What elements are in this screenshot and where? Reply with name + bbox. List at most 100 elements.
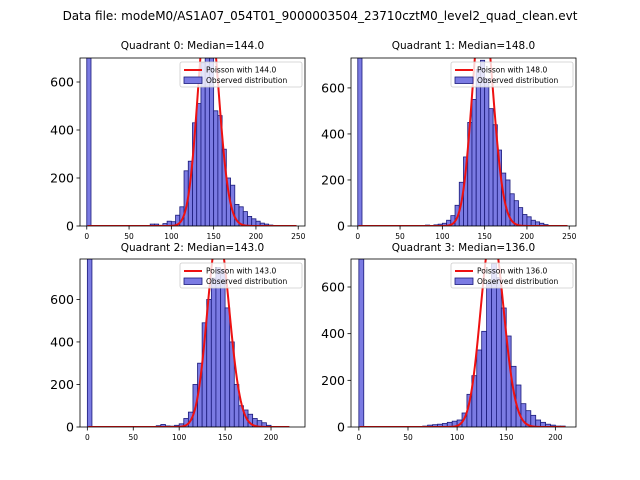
- legend-label-poisson: Poisson with 144.0: [206, 66, 276, 75]
- y-tick-label: 0: [66, 219, 74, 234]
- x-tick-label: 150: [477, 232, 492, 241]
- x-tick-label: 100: [164, 232, 179, 241]
- y-tick-label: 0: [337, 420, 345, 435]
- y-tick-label: 400: [50, 123, 74, 138]
- x-tick-label: 0: [84, 232, 89, 241]
- histogram-bar: [220, 269, 226, 427]
- plot-area: [357, 58, 568, 226]
- legend-bar-swatch: [454, 76, 474, 84]
- histogram-bar: [476, 349, 483, 427]
- y-tick-label: 400: [321, 126, 345, 141]
- legend-box: [450, 61, 574, 88]
- histogram-bar: [215, 267, 221, 427]
- histogram-bar: [86, 58, 92, 226]
- legend-label-observed: Observed distribution: [477, 76, 558, 85]
- legend-label-poisson: Poisson with 148.0: [477, 66, 547, 75]
- histogram-bar: [247, 215, 253, 226]
- legend-box: [179, 61, 303, 88]
- axes-frame: [79, 258, 306, 428]
- x-tick-label: 150: [499, 433, 514, 442]
- plot-area: [86, 58, 297, 226]
- plot-area: [86, 259, 290, 427]
- histogram-bar: [471, 99, 477, 226]
- y-tick-label: 600: [50, 75, 74, 90]
- histogram-bar: [522, 214, 528, 226]
- histogram-bar: [358, 259, 365, 427]
- quadrant-1-panel: Quadrant 1: Median=148.0 0 200 400 600 0 50 10…: [321, 40, 577, 241]
- x-tick-label: 100: [172, 433, 187, 442]
- y-tick-label: 600: [321, 280, 345, 295]
- histogram-bar: [251, 218, 257, 226]
- y-tick-label: 200: [321, 172, 345, 187]
- x-tick-label: 0: [355, 232, 360, 241]
- x-tick-label: 50: [128, 433, 138, 442]
- poisson-curve: [358, 58, 568, 226]
- histogram-bar: [518, 207, 524, 226]
- x-tick-label: 200: [520, 232, 535, 241]
- x-tick-label: 200: [249, 232, 264, 241]
- poisson-curve: [359, 259, 566, 427]
- x-tick-label: 50: [124, 232, 134, 241]
- poisson-curve: [87, 58, 297, 226]
- x-tick-label: 200: [548, 433, 563, 442]
- histogram-bar: [261, 422, 267, 427]
- y-tick-label: 400: [50, 334, 74, 349]
- x-tick-label: 50: [403, 433, 413, 442]
- x-tick-label: 150: [206, 232, 221, 241]
- histogram-bar: [86, 259, 93, 427]
- histogram-bar: [242, 211, 248, 226]
- y-tick-label: 0: [337, 219, 345, 234]
- histogram-bar: [210, 277, 217, 427]
- histogram-bar: [196, 103, 202, 226]
- quadrant-3-panel: Quadrant 3: Median=136.0 0 200 400 600 0 50 10…: [321, 242, 577, 442]
- y-tick-label: 600: [321, 80, 345, 95]
- histogram-bar: [484, 78, 490, 226]
- legend-label-observed: Observed distribution: [206, 277, 287, 286]
- x-tick-label: 250: [291, 232, 306, 241]
- histogram-bar: [213, 110, 219, 226]
- axes-frame: [79, 57, 306, 227]
- x-tick-label: 0: [356, 433, 361, 442]
- y-tick-label: 200: [50, 377, 74, 392]
- x-tick-label: 100: [435, 232, 450, 241]
- x-tick-label: 0: [85, 433, 90, 442]
- histogram-bar: [224, 307, 231, 427]
- quadrant-2-panel: Quadrant 2: Median=143.0 0 200 400 600 0 50 10…: [50, 242, 306, 442]
- histogram-bar: [488, 108, 494, 226]
- legend-label-poisson: Poisson with 143.0: [206, 267, 276, 276]
- y-tick-label: 200: [321, 373, 345, 388]
- legend-label-poisson: Poisson with 136.0: [477, 267, 547, 276]
- legend-box: [450, 262, 574, 289]
- histogram-bar: [505, 179, 511, 226]
- plot-area: [358, 259, 566, 427]
- histogram-bar: [475, 69, 481, 226]
- quadrant-0-title: Quadrant 0: Median=144.0: [121, 40, 264, 52]
- y-tick-label: 600: [50, 292, 74, 307]
- legend-label-observed: Observed distribution: [477, 277, 558, 286]
- quadrant-3-title: Quadrant 3: Median=136.0: [392, 242, 535, 254]
- legend-bar-swatch: [183, 277, 203, 285]
- figure-title: Data file: modeM0/AS1A07_054T01_90000035…: [63, 9, 578, 23]
- axes-frame: [350, 258, 577, 428]
- axes-frame: [350, 57, 577, 227]
- histogram-bar: [481, 330, 487, 427]
- histogram-bar: [357, 58, 363, 226]
- legend-bar-swatch: [183, 76, 203, 84]
- histogram-bar: [513, 200, 519, 226]
- legend-bar-swatch: [454, 277, 474, 285]
- y-tick-label: 0: [66, 420, 74, 435]
- x-tick-label: 100: [450, 433, 465, 442]
- x-tick-label: 250: [562, 232, 577, 241]
- histogram-bar: [486, 281, 492, 427]
- legend-label-observed: Observed distribution: [206, 76, 287, 85]
- legend-box: [179, 262, 303, 289]
- x-tick-label: 150: [218, 433, 233, 442]
- histogram-bar: [496, 277, 502, 427]
- histogram-bar: [526, 216, 532, 226]
- quadrant-1-title: Quadrant 1: Median=148.0: [392, 40, 535, 52]
